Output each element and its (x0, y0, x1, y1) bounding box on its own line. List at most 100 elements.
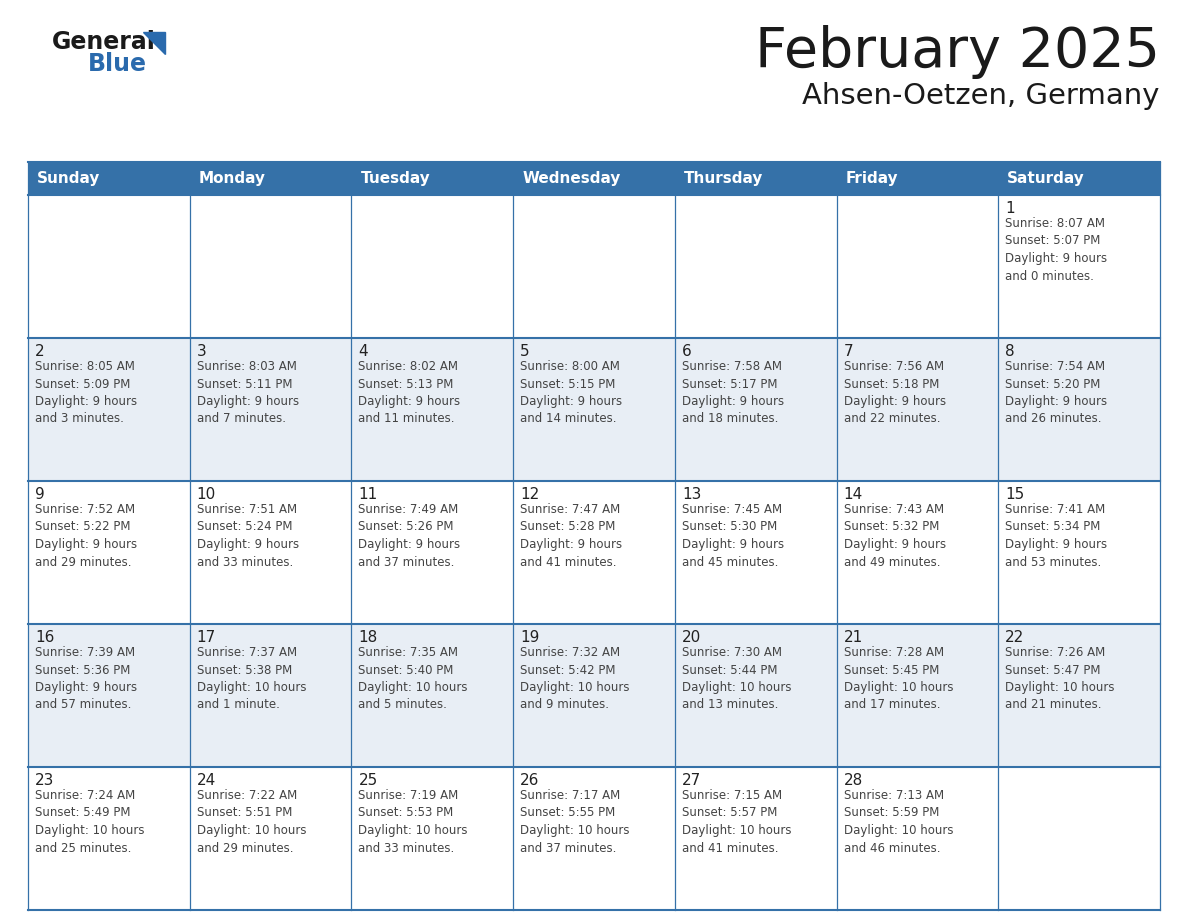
Text: 18: 18 (359, 630, 378, 645)
Text: Sunrise: 7:45 AM
Sunset: 5:30 PM
Daylight: 9 hours
and 45 minutes.: Sunrise: 7:45 AM Sunset: 5:30 PM Dayligh… (682, 503, 784, 568)
Text: 14: 14 (843, 487, 862, 502)
Text: 5: 5 (520, 344, 530, 359)
Bar (513, 624, 675, 767)
Bar (513, 481, 675, 624)
Bar (190, 338, 352, 481)
Text: General: General (52, 30, 156, 54)
Text: 24: 24 (197, 773, 216, 788)
Text: 20: 20 (682, 630, 701, 645)
Text: Sunrise: 7:51 AM
Sunset: 5:24 PM
Daylight: 9 hours
and 33 minutes.: Sunrise: 7:51 AM Sunset: 5:24 PM Dayligh… (197, 503, 299, 568)
Text: Sunrise: 8:03 AM
Sunset: 5:11 PM
Daylight: 9 hours
and 7 minutes.: Sunrise: 8:03 AM Sunset: 5:11 PM Dayligh… (197, 360, 299, 426)
Text: Sunday: Sunday (37, 171, 100, 186)
Bar (190, 162, 352, 195)
Bar (190, 195, 352, 338)
Text: Sunrise: 7:28 AM
Sunset: 5:45 PM
Daylight: 10 hours
and 17 minutes.: Sunrise: 7:28 AM Sunset: 5:45 PM Dayligh… (843, 646, 953, 711)
Bar (998, 624, 1159, 767)
Text: Sunrise: 7:47 AM
Sunset: 5:28 PM
Daylight: 9 hours
and 41 minutes.: Sunrise: 7:47 AM Sunset: 5:28 PM Dayligh… (520, 503, 623, 568)
Text: 16: 16 (34, 630, 55, 645)
Text: Wednesday: Wednesday (523, 171, 620, 186)
Text: Blue: Blue (88, 52, 147, 76)
Text: 27: 27 (682, 773, 701, 788)
Text: Sunrise: 7:32 AM
Sunset: 5:42 PM
Daylight: 10 hours
and 9 minutes.: Sunrise: 7:32 AM Sunset: 5:42 PM Dayligh… (520, 646, 630, 711)
Text: February 2025: February 2025 (756, 25, 1159, 79)
Bar (190, 767, 352, 910)
Bar (998, 195, 1159, 338)
Text: 9: 9 (34, 487, 45, 502)
Bar (29, 767, 190, 910)
Bar (998, 481, 1159, 624)
Bar (836, 767, 998, 910)
Text: 1: 1 (1005, 201, 1015, 216)
Text: Sunrise: 7:24 AM
Sunset: 5:49 PM
Daylight: 10 hours
and 25 minutes.: Sunrise: 7:24 AM Sunset: 5:49 PM Dayligh… (34, 789, 145, 855)
Text: Sunrise: 7:56 AM
Sunset: 5:18 PM
Daylight: 9 hours
and 22 minutes.: Sunrise: 7:56 AM Sunset: 5:18 PM Dayligh… (843, 360, 946, 426)
Text: Sunrise: 7:19 AM
Sunset: 5:53 PM
Daylight: 10 hours
and 33 minutes.: Sunrise: 7:19 AM Sunset: 5:53 PM Dayligh… (359, 789, 468, 855)
Bar (998, 338, 1159, 481)
Text: 21: 21 (843, 630, 862, 645)
Bar (675, 195, 836, 338)
Text: Sunrise: 8:00 AM
Sunset: 5:15 PM
Daylight: 9 hours
and 14 minutes.: Sunrise: 8:00 AM Sunset: 5:15 PM Dayligh… (520, 360, 623, 426)
Text: 3: 3 (197, 344, 207, 359)
Text: Monday: Monday (198, 171, 266, 186)
Text: Sunrise: 8:07 AM
Sunset: 5:07 PM
Daylight: 9 hours
and 0 minutes.: Sunrise: 8:07 AM Sunset: 5:07 PM Dayligh… (1005, 217, 1107, 283)
Bar (513, 195, 675, 338)
Text: Thursday: Thursday (684, 171, 763, 186)
Bar (29, 624, 190, 767)
Text: Sunrise: 7:39 AM
Sunset: 5:36 PM
Daylight: 9 hours
and 57 minutes.: Sunrise: 7:39 AM Sunset: 5:36 PM Dayligh… (34, 646, 137, 711)
Text: 13: 13 (682, 487, 701, 502)
Polygon shape (143, 32, 165, 54)
Text: 10: 10 (197, 487, 216, 502)
Text: 22: 22 (1005, 630, 1024, 645)
Text: Tuesday: Tuesday (360, 171, 430, 186)
Bar (29, 162, 190, 195)
Text: 12: 12 (520, 487, 539, 502)
Bar (352, 624, 513, 767)
Bar (29, 481, 190, 624)
Text: Sunrise: 7:49 AM
Sunset: 5:26 PM
Daylight: 9 hours
and 37 minutes.: Sunrise: 7:49 AM Sunset: 5:26 PM Dayligh… (359, 503, 461, 568)
Text: Ahsen-Oetzen, Germany: Ahsen-Oetzen, Germany (803, 82, 1159, 110)
Bar (190, 481, 352, 624)
Bar (998, 767, 1159, 910)
Bar (998, 162, 1159, 195)
Text: Sunrise: 7:35 AM
Sunset: 5:40 PM
Daylight: 10 hours
and 5 minutes.: Sunrise: 7:35 AM Sunset: 5:40 PM Dayligh… (359, 646, 468, 711)
Text: Sunrise: 7:15 AM
Sunset: 5:57 PM
Daylight: 10 hours
and 41 minutes.: Sunrise: 7:15 AM Sunset: 5:57 PM Dayligh… (682, 789, 791, 855)
Text: Sunrise: 7:26 AM
Sunset: 5:47 PM
Daylight: 10 hours
and 21 minutes.: Sunrise: 7:26 AM Sunset: 5:47 PM Dayligh… (1005, 646, 1114, 711)
Text: 4: 4 (359, 344, 368, 359)
Bar (29, 338, 190, 481)
Bar (836, 195, 998, 338)
Bar (29, 195, 190, 338)
Text: Sunrise: 8:02 AM
Sunset: 5:13 PM
Daylight: 9 hours
and 11 minutes.: Sunrise: 8:02 AM Sunset: 5:13 PM Dayligh… (359, 360, 461, 426)
Bar (675, 624, 836, 767)
Text: Sunrise: 7:43 AM
Sunset: 5:32 PM
Daylight: 9 hours
and 49 minutes.: Sunrise: 7:43 AM Sunset: 5:32 PM Dayligh… (843, 503, 946, 568)
Bar (675, 481, 836, 624)
Bar (352, 162, 513, 195)
Text: 17: 17 (197, 630, 216, 645)
Bar (513, 767, 675, 910)
Text: Sunrise: 7:13 AM
Sunset: 5:59 PM
Daylight: 10 hours
and 46 minutes.: Sunrise: 7:13 AM Sunset: 5:59 PM Dayligh… (843, 789, 953, 855)
Text: Sunrise: 7:37 AM
Sunset: 5:38 PM
Daylight: 10 hours
and 1 minute.: Sunrise: 7:37 AM Sunset: 5:38 PM Dayligh… (197, 646, 307, 711)
Text: Sunrise: 7:22 AM
Sunset: 5:51 PM
Daylight: 10 hours
and 29 minutes.: Sunrise: 7:22 AM Sunset: 5:51 PM Dayligh… (197, 789, 307, 855)
Text: Sunrise: 7:54 AM
Sunset: 5:20 PM
Daylight: 9 hours
and 26 minutes.: Sunrise: 7:54 AM Sunset: 5:20 PM Dayligh… (1005, 360, 1107, 426)
Text: Sunrise: 7:41 AM
Sunset: 5:34 PM
Daylight: 9 hours
and 53 minutes.: Sunrise: 7:41 AM Sunset: 5:34 PM Dayligh… (1005, 503, 1107, 568)
Text: 28: 28 (843, 773, 862, 788)
Text: Sunrise: 7:52 AM
Sunset: 5:22 PM
Daylight: 9 hours
and 29 minutes.: Sunrise: 7:52 AM Sunset: 5:22 PM Dayligh… (34, 503, 137, 568)
Bar (836, 338, 998, 481)
Bar (675, 338, 836, 481)
Text: 26: 26 (520, 773, 539, 788)
Text: 11: 11 (359, 487, 378, 502)
Text: Sunrise: 7:58 AM
Sunset: 5:17 PM
Daylight: 9 hours
and 18 minutes.: Sunrise: 7:58 AM Sunset: 5:17 PM Dayligh… (682, 360, 784, 426)
Bar (836, 162, 998, 195)
Bar (836, 481, 998, 624)
Bar (513, 338, 675, 481)
Text: 19: 19 (520, 630, 539, 645)
Text: Sunrise: 7:17 AM
Sunset: 5:55 PM
Daylight: 10 hours
and 37 minutes.: Sunrise: 7:17 AM Sunset: 5:55 PM Dayligh… (520, 789, 630, 855)
Text: Friday: Friday (846, 171, 898, 186)
Bar (352, 767, 513, 910)
Text: Sunrise: 8:05 AM
Sunset: 5:09 PM
Daylight: 9 hours
and 3 minutes.: Sunrise: 8:05 AM Sunset: 5:09 PM Dayligh… (34, 360, 137, 426)
Bar (352, 481, 513, 624)
Text: 23: 23 (34, 773, 55, 788)
Bar (675, 162, 836, 195)
Bar (190, 624, 352, 767)
Text: Sunrise: 7:30 AM
Sunset: 5:44 PM
Daylight: 10 hours
and 13 minutes.: Sunrise: 7:30 AM Sunset: 5:44 PM Dayligh… (682, 646, 791, 711)
Text: 15: 15 (1005, 487, 1024, 502)
Text: 25: 25 (359, 773, 378, 788)
